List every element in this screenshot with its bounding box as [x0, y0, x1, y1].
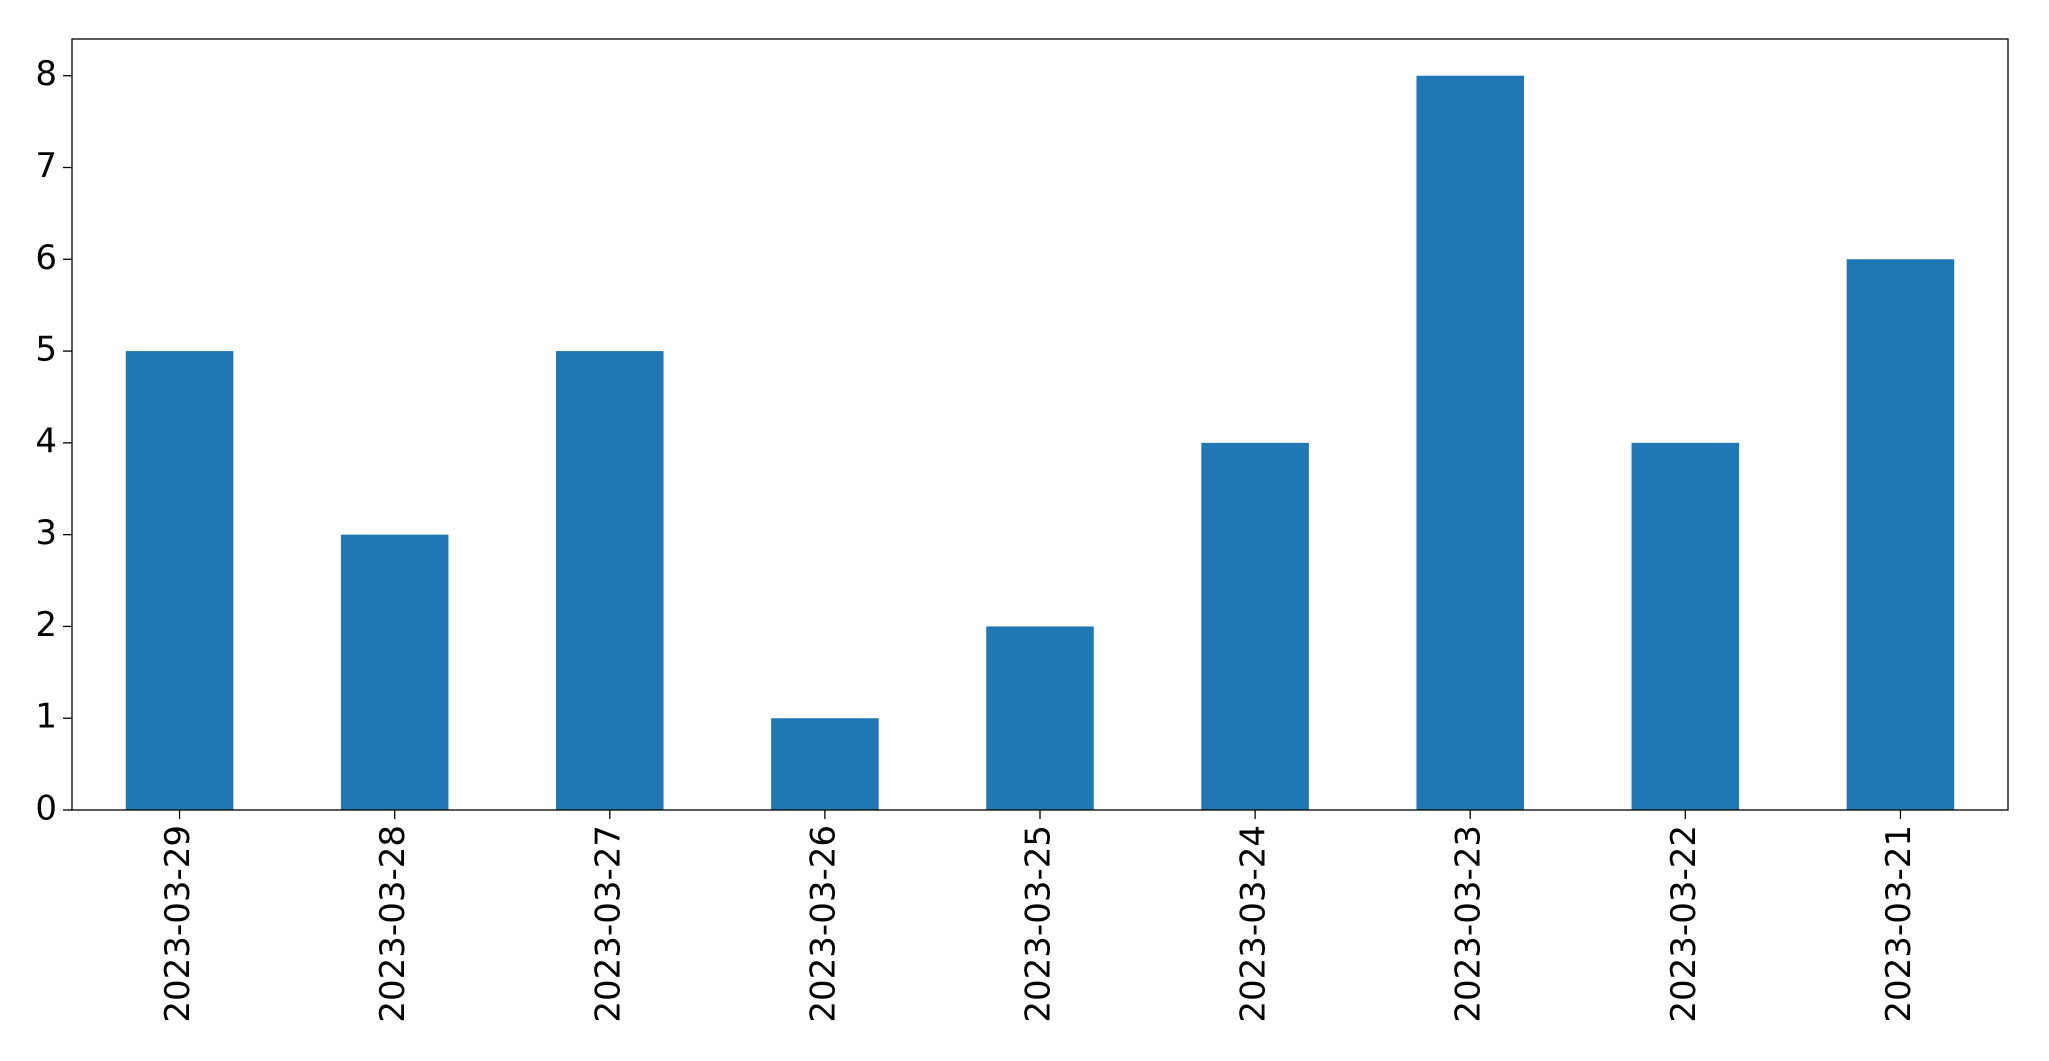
x-tick-label: 2023-03-29 — [158, 825, 198, 1023]
x-tick-label: 2023-03-24 — [1234, 825, 1274, 1023]
y-tick-label: 6 — [35, 238, 57, 278]
y-tick-label: 0 — [35, 789, 57, 829]
x-tick-label: 2023-03-21 — [1879, 825, 1919, 1023]
x-tick-label: 2023-03-26 — [803, 825, 843, 1023]
y-tick-label: 8 — [35, 54, 57, 94]
bar — [556, 351, 664, 810]
bar — [771, 718, 879, 810]
x-tick-label: 2023-03-23 — [1449, 825, 1489, 1023]
y-tick-label: 2 — [35, 605, 57, 645]
y-tick-label: 5 — [35, 330, 57, 370]
bar — [986, 626, 1094, 810]
y-tick-label: 3 — [35, 513, 57, 553]
plot-frame — [71, 38, 2009, 811]
x-tick-label: 2023-03-25 — [1019, 825, 1059, 1023]
bar — [1631, 442, 1740, 810]
bar — [340, 534, 449, 810]
y-tick-label: 4 — [35, 421, 57, 461]
bar — [1201, 442, 1309, 810]
bar — [1846, 259, 1955, 810]
y-tick-label: 1 — [35, 697, 57, 737]
y-tick-label: 7 — [35, 146, 57, 186]
x-tick-label: 2023-03-27 — [588, 825, 628, 1023]
x-tick-label: 2023-03-28 — [373, 825, 413, 1023]
bar — [125, 351, 234, 810]
x-tick-label: 2023-03-22 — [1664, 825, 1704, 1023]
bar — [1416, 75, 1524, 810]
